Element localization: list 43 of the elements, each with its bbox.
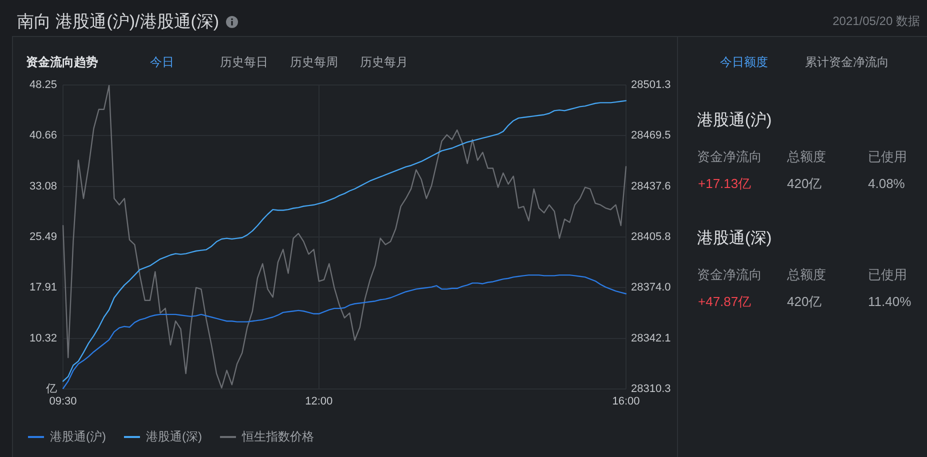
y-tick-label: 17.91 <box>29 282 57 294</box>
text: 资金净流向 <box>697 267 762 283</box>
y-tick-label: 40.66 <box>29 130 57 142</box>
y2-tick-label: 28501.3 <box>631 79 671 92</box>
text: +17.13亿 <box>698 176 752 192</box>
y-tick-label: 25.49 <box>29 231 57 244</box>
y2-tick-label: 28342.1 <box>631 332 671 344</box>
text: 历史每周 <box>290 55 338 70</box>
text: 资金流向趋势 <box>26 55 98 70</box>
y-tick-label: 33.08 <box>29 180 57 192</box>
x-tick-label: 16:00 <box>612 396 640 408</box>
y2-tick-label: 28374.0 <box>631 282 671 294</box>
text: 历史每日 <box>220 55 268 70</box>
text: 11.40% <box>868 294 912 310</box>
x-tick-label: 12:00 <box>305 396 333 408</box>
text: 历史每月 <box>360 55 408 70</box>
text: 已使用 <box>868 267 907 283</box>
y2-tick-label: 28437.6 <box>631 180 671 192</box>
text: 累计资金净流向 <box>805 55 889 70</box>
text: 已使用 <box>868 149 907 165</box>
y2-tick-label: 28310.3 <box>631 383 671 396</box>
legend-label: 恒生指数价格 <box>240 429 314 444</box>
text: 420亿 <box>787 294 822 310</box>
text: 资金净流向 <box>697 149 762 165</box>
y2-tick-label: 28405.8 <box>631 231 671 244</box>
legend-label: 港股通(沪) <box>50 429 106 444</box>
text: 总额度 <box>787 149 826 165</box>
text: 港股通(沪) <box>697 111 772 130</box>
text: 4.08% <box>868 176 905 192</box>
y-tick-label: 10.32 <box>29 332 57 344</box>
y-tick-label: 亿 <box>45 383 57 396</box>
text: 420亿 <box>787 176 822 192</box>
text: 2021/05/20 数据 <box>832 14 920 28</box>
text: 总额度 <box>787 267 826 283</box>
y-tick-label: 48.25 <box>29 79 57 92</box>
chart-title: 南向 港股通(沪)/港股通(深) <box>17 12 220 32</box>
text: +47.87亿 <box>698 294 752 310</box>
text: 港股通(深) <box>697 229 772 248</box>
legend-label: 港股通(深) <box>146 429 202 444</box>
text: 今日额度 <box>720 55 768 70</box>
text: 今日 <box>150 55 174 70</box>
x-tick-label: 09:30 <box>49 396 77 408</box>
y2-tick-label: 28469.5 <box>631 130 671 142</box>
